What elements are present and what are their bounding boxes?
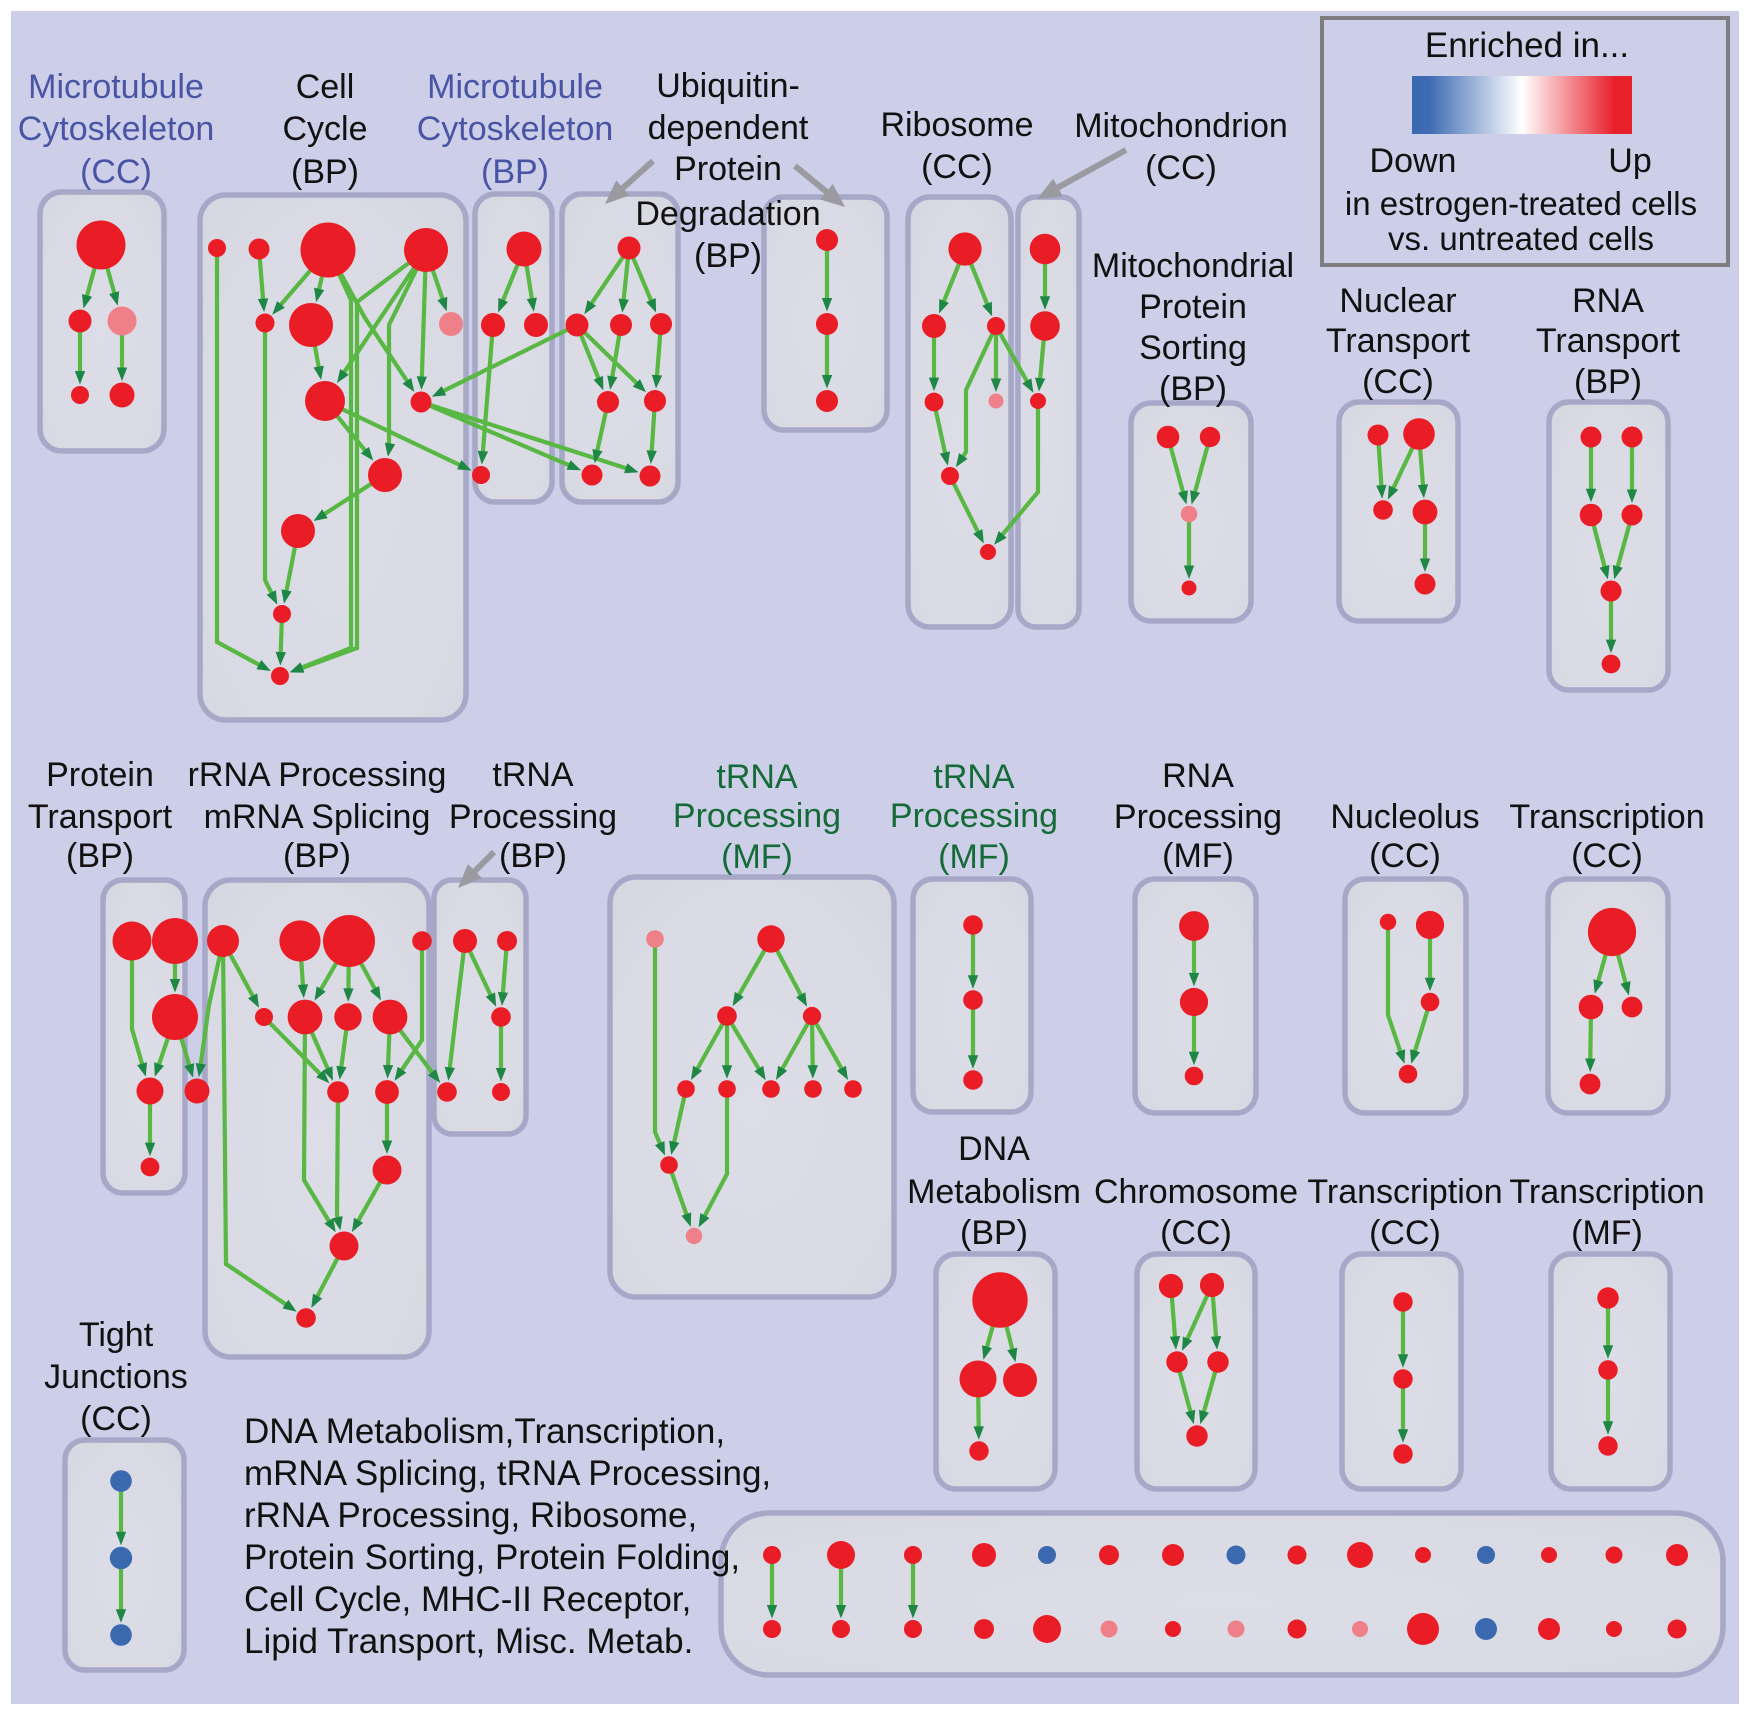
svg-text:Microtubule: Microtubule — [427, 68, 603, 106]
svg-text:(CC): (CC) — [921, 148, 993, 186]
svg-text:Degradation: Degradation — [635, 195, 820, 233]
svg-text:Transport: Transport — [28, 798, 173, 836]
svg-text:Mitochondrial: Mitochondrial — [1092, 247, 1294, 285]
svg-text:Microtubule: Microtubule — [28, 68, 204, 106]
svg-text:dependent: dependent — [648, 109, 809, 147]
svg-text:Cytoskeleton: Cytoskeleton — [18, 110, 215, 148]
svg-text:(BP): (BP) — [283, 837, 351, 875]
svg-text:Up: Up — [1608, 142, 1651, 180]
svg-text:Nucleolus: Nucleolus — [1330, 798, 1479, 836]
svg-text:DNA: DNA — [958, 1130, 1030, 1168]
svg-text:(BP): (BP) — [499, 837, 567, 875]
svg-text:Cell: Cell — [296, 68, 355, 106]
svg-text:Down: Down — [1370, 142, 1457, 180]
svg-text:(CC): (CC) — [1145, 149, 1217, 187]
svg-text:(CC): (CC) — [1571, 837, 1643, 875]
svg-text:(CC): (CC) — [80, 1400, 152, 1438]
svg-text:(MF): (MF) — [721, 838, 793, 876]
svg-text:(BP): (BP) — [291, 153, 359, 191]
svg-text:(BP): (BP) — [694, 237, 762, 275]
svg-text:(CC): (CC) — [80, 153, 152, 191]
svg-text:Transport: Transport — [1536, 322, 1681, 360]
svg-text:(CC): (CC) — [1362, 363, 1434, 401]
svg-text:(CC): (CC) — [1369, 1214, 1441, 1252]
svg-text:mRNA Splicing: mRNA Splicing — [204, 798, 431, 836]
svg-text:tRNA: tRNA — [716, 758, 798, 796]
svg-text:Processing: Processing — [890, 797, 1058, 835]
svg-text:rRNA Processing: rRNA Processing — [188, 756, 447, 794]
svg-text:Cycle: Cycle — [282, 110, 367, 148]
svg-text:Transport: Transport — [1326, 322, 1471, 360]
svg-text:RNA: RNA — [1162, 757, 1234, 795]
svg-text:Ubiquitin-: Ubiquitin- — [656, 67, 800, 105]
svg-text:Enriched in...: Enriched in... — [1425, 26, 1629, 65]
svg-text:DNA Metabolism,Transcription,: DNA Metabolism,Transcription, — [244, 1412, 725, 1451]
svg-text:Transcription: Transcription — [1509, 798, 1704, 836]
svg-text:(CC): (CC) — [1160, 1214, 1232, 1252]
svg-text:Chromosome: Chromosome — [1094, 1173, 1298, 1211]
svg-text:(BP): (BP) — [481, 153, 549, 191]
svg-text:Cell Cycle, MHC-II Receptor,: Cell Cycle, MHC-II Receptor, — [244, 1580, 691, 1619]
svg-text:(BP): (BP) — [960, 1214, 1028, 1252]
svg-text:Cytoskeleton: Cytoskeleton — [417, 110, 614, 148]
svg-text:Junctions: Junctions — [44, 1358, 188, 1396]
svg-text:Mitochondrion: Mitochondrion — [1074, 107, 1288, 145]
svg-text:rRNA Processing, Ribosome,: rRNA Processing, Ribosome, — [244, 1496, 697, 1535]
svg-text:Lipid Transport, Misc. Metab.: Lipid Transport, Misc. Metab. — [244, 1622, 693, 1661]
svg-text:Metabolism: Metabolism — [907, 1173, 1081, 1211]
svg-text:RNA: RNA — [1572, 282, 1644, 320]
svg-text:Sorting: Sorting — [1139, 329, 1247, 367]
svg-text:Processing: Processing — [1114, 798, 1282, 836]
svg-text:Ribosome: Ribosome — [880, 106, 1033, 144]
svg-text:Processing: Processing — [449, 798, 617, 836]
svg-text:Protein: Protein — [46, 756, 154, 794]
svg-text:Protein: Protein — [1139, 288, 1247, 326]
svg-text:mRNA Splicing, tRNA Processing: mRNA Splicing, tRNA Processing, — [244, 1454, 771, 1493]
svg-text:in estrogen-treated cells: in estrogen-treated cells — [1345, 185, 1697, 222]
svg-text:Protein: Protein — [674, 150, 782, 188]
svg-text:(BP): (BP) — [1574, 363, 1642, 401]
svg-text:Protein Sorting, Protein Foldi: Protein Sorting, Protein Folding, — [244, 1538, 740, 1577]
svg-text:(MF): (MF) — [1571, 1214, 1643, 1252]
svg-text:Transcription: Transcription — [1307, 1173, 1502, 1211]
svg-text:(MF): (MF) — [938, 838, 1010, 876]
svg-text:(BP): (BP) — [66, 837, 134, 875]
svg-text:Tight: Tight — [79, 1316, 154, 1354]
svg-text:Processing: Processing — [673, 797, 841, 835]
svg-text:tRNA: tRNA — [933, 758, 1015, 796]
svg-text:Transcription: Transcription — [1509, 1173, 1704, 1211]
svg-text:(CC): (CC) — [1369, 837, 1441, 875]
svg-text:(MF): (MF) — [1162, 837, 1234, 875]
svg-text:vs. untreated cells: vs. untreated cells — [1388, 220, 1654, 257]
svg-text:(BP): (BP) — [1159, 370, 1227, 408]
svg-text:Nuclear: Nuclear — [1339, 282, 1456, 320]
svg-text:tRNA: tRNA — [492, 756, 574, 794]
